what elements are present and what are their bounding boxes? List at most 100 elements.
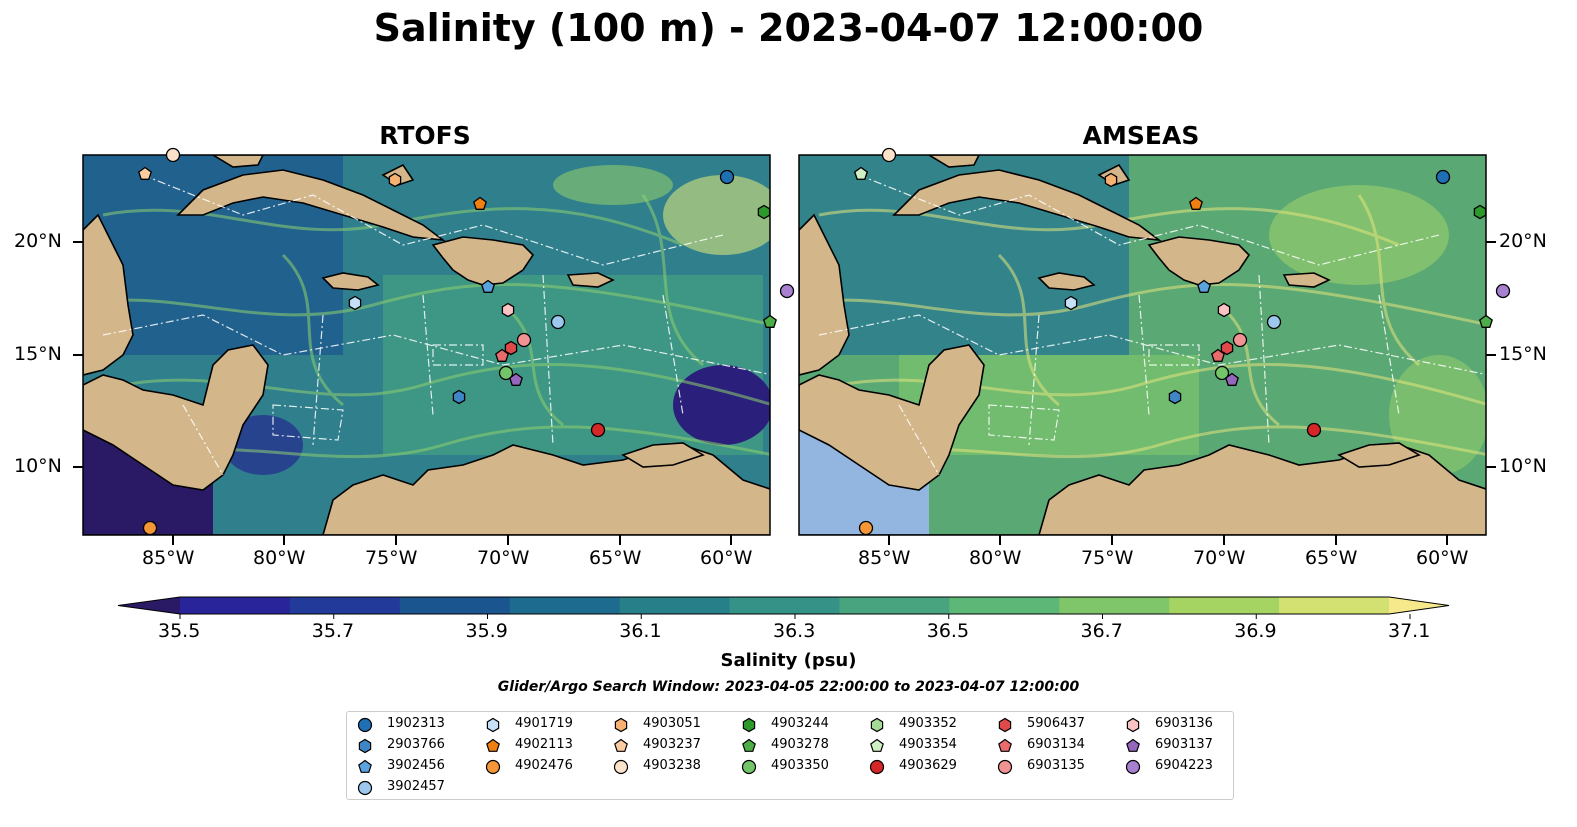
colorbar-label: Salinity (psu) xyxy=(720,650,857,671)
colorbar-segment xyxy=(839,597,950,614)
circle-icon xyxy=(997,759,1013,775)
legend: 1902313 2903766 3902456 3902457 4901719 49021… xyxy=(346,711,1234,800)
legend-label: 4903237 xyxy=(643,737,701,752)
legend-label: 4901719 xyxy=(515,716,573,731)
legend-label: 6903136 xyxy=(1155,716,1213,731)
float-marker-4903278 xyxy=(1479,314,1493,328)
float-marker-4903244 xyxy=(757,204,771,220)
circle-icon xyxy=(357,717,373,733)
legend-label: 4903051 xyxy=(643,716,701,731)
colorbar-tick-label: 36.1 xyxy=(619,620,662,642)
float-marker-3902457 xyxy=(1266,314,1282,330)
lon-tick-label: 75°W xyxy=(365,547,418,569)
hexagon-icon xyxy=(1126,717,1140,733)
legend-label: 6903135 xyxy=(1027,758,1085,773)
legend-label: 3902456 xyxy=(387,758,445,773)
hexagon-icon xyxy=(486,717,500,733)
legend-label: 1902313 xyxy=(387,716,445,731)
float-marker-4902113 xyxy=(473,196,487,210)
hexagon-icon xyxy=(998,717,1012,733)
colorbar-segment xyxy=(1279,597,1390,614)
lon-tick-label: 60°W xyxy=(1416,547,1469,569)
lon-tick-label: 70°W xyxy=(477,547,530,569)
colorbar-segment xyxy=(118,597,180,614)
colorbar-tick-label: 37.1 xyxy=(1388,620,1431,642)
hexagon-icon xyxy=(358,738,372,754)
colorbar-segment xyxy=(289,597,401,614)
float-marker-3902457 xyxy=(550,314,566,330)
lon-tick-label: 75°W xyxy=(1081,547,1134,569)
pentagon-icon xyxy=(870,738,884,752)
lon-tick-label: 80°W xyxy=(969,547,1022,569)
float-marker-4903350 xyxy=(498,365,514,381)
float-marker-4903354 xyxy=(854,166,868,180)
float-marker-6903134 xyxy=(1211,348,1225,362)
legend-label: 2903766 xyxy=(387,737,445,752)
colorbar-segment xyxy=(1389,597,1449,614)
float-marker-6903135 xyxy=(1232,332,1248,348)
lat-tick-label: 20°N xyxy=(1499,230,1547,252)
pentagon-icon xyxy=(1126,738,1140,752)
colorbar-tick-label: 36.7 xyxy=(1080,620,1123,642)
colorbar-tick-label: 36.5 xyxy=(926,620,970,642)
hexagon-icon xyxy=(870,717,884,733)
search-window-text: Glider/Argo Search Window: 2023-04-05 22… xyxy=(497,679,1080,695)
float-marker-3902456 xyxy=(1197,279,1211,293)
float-marker-4901719 xyxy=(1064,295,1078,311)
float-marker-4903237 xyxy=(138,166,152,180)
colorbar-segment xyxy=(399,597,511,614)
circle-icon xyxy=(357,780,373,796)
legend-label: 4903350 xyxy=(771,758,829,773)
float-marker-4903629 xyxy=(1306,422,1322,438)
axis-ticks xyxy=(73,241,1496,545)
float-marker-6903134 xyxy=(495,348,509,362)
float-marker-4902113 xyxy=(1189,196,1203,210)
float-marker-4903051 xyxy=(1104,172,1118,188)
legend-label: 4902113 xyxy=(515,737,573,752)
colorbar xyxy=(117,596,1450,619)
circle-icon xyxy=(1125,759,1141,775)
float-marker-5906437 xyxy=(1220,340,1234,356)
legend-label: 4903352 xyxy=(899,716,957,731)
float-marker-4903278 xyxy=(763,314,777,328)
lon-tick-label: 85°W xyxy=(858,547,911,569)
float-marker-6903135 xyxy=(516,332,532,348)
lon-tick-label: 80°W xyxy=(253,547,306,569)
lat-tick-label: 15°N xyxy=(14,343,62,365)
colorbar-tick-label: 36.9 xyxy=(1234,620,1277,642)
float-marker-2903766 xyxy=(1168,389,1182,405)
lat-tick-label: 10°N xyxy=(14,455,62,477)
legend-label: 4903354 xyxy=(899,737,957,752)
float-marker-6903136 xyxy=(501,302,515,318)
float-marker-4902476 xyxy=(858,520,874,536)
float-marker-4903350 xyxy=(1214,365,1230,381)
hexagon-icon xyxy=(742,717,756,733)
pentagon-icon xyxy=(614,738,628,752)
float-markers xyxy=(138,147,1511,536)
float-marker-5906437 xyxy=(504,340,518,356)
float-marker-6903137 xyxy=(509,372,523,386)
float-marker-4903629 xyxy=(590,422,606,438)
float-marker-6903137 xyxy=(1225,372,1239,386)
panel-title-amseas: AMSEAS xyxy=(1082,121,1200,150)
colorbar-segment xyxy=(949,597,1060,614)
float-marker-3902456 xyxy=(481,279,495,293)
float-marker-1902313 xyxy=(719,169,735,185)
float-marker-6904223 xyxy=(779,283,795,299)
colorbar-segment xyxy=(180,597,291,614)
legend-label: 3902457 xyxy=(387,779,445,794)
colorbar-tick-label: 36.3 xyxy=(773,620,816,642)
legend-label: 6903137 xyxy=(1155,737,1213,752)
colorbar-segment xyxy=(619,597,731,614)
legend-label: 4903278 xyxy=(771,737,829,752)
float-marker-2903766 xyxy=(452,389,466,405)
pentagon-icon xyxy=(358,759,372,773)
circle-icon xyxy=(741,759,757,775)
colorbar-segment xyxy=(509,597,621,614)
pentagon-icon xyxy=(486,738,500,752)
lon-tick-label: 70°W xyxy=(1193,547,1246,569)
lon-tick-label: 65°W xyxy=(589,547,642,569)
colorbar-tick-label: 35.5 xyxy=(158,620,201,642)
colorbar-tick-label: 35.9 xyxy=(465,620,508,642)
